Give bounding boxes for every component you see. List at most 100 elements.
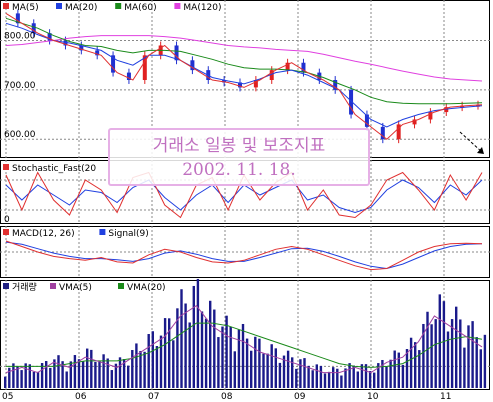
volume-bar (192, 285, 195, 388)
volume-bar (73, 355, 77, 388)
volume-bar (237, 329, 241, 388)
vma20-line (6, 322, 483, 368)
vma5-line (5, 305, 483, 374)
price-legend-label: MA(120) (183, 3, 221, 13)
volume-bar (36, 371, 40, 388)
candle-body (238, 82, 242, 88)
volume-bar (266, 353, 269, 388)
candle-body (95, 50, 100, 56)
volume-bar (377, 363, 380, 388)
price-legend-swatch (3, 3, 9, 9)
volume-bar (20, 370, 23, 388)
macd-legend-label: Signal(9) (108, 229, 148, 239)
volume-bar (483, 334, 487, 388)
volume-bar (397, 352, 400, 388)
volume-bar (270, 344, 273, 388)
volume-bar (106, 358, 109, 388)
volume-bar (176, 308, 179, 388)
volume-bar (352, 365, 355, 388)
volume-bar (28, 364, 31, 388)
volume-bar (65, 371, 68, 388)
volume-bar (455, 306, 458, 388)
volume-bar (418, 350, 421, 388)
volume-bar (262, 353, 265, 388)
volume-bar (295, 368, 298, 388)
price-tick-label: 700.00 (4, 81, 36, 91)
volume-bar (114, 363, 118, 388)
panel-frame-vol (0, 280, 490, 390)
volume-bar (414, 342, 417, 388)
volume-bar (188, 322, 191, 388)
candle-body (15, 13, 20, 24)
candle-body (428, 112, 433, 120)
price-tick-label: 600.00 (4, 130, 36, 140)
volume-bar (209, 300, 212, 388)
price-legend-swatch (56, 3, 62, 9)
volume-bar (86, 348, 89, 388)
volume-bar (118, 357, 122, 388)
volume-legend-swatch (3, 283, 9, 289)
candle-body (174, 45, 179, 61)
candle-body (333, 80, 338, 90)
volume-bar (4, 376, 7, 388)
candle-body (412, 119, 417, 125)
volume-bar (90, 349, 93, 388)
volume-bar (163, 318, 167, 388)
volume-bar (8, 367, 11, 388)
volume-bar (57, 355, 60, 388)
candle-body (142, 55, 147, 80)
macd-legend-label: MACD(12, 26) (12, 229, 75, 239)
volume-bar (221, 326, 224, 388)
volume-bar (393, 350, 396, 388)
volume-bar (168, 318, 171, 388)
volume-bar (225, 315, 228, 388)
volume-bar (151, 331, 154, 388)
volume-bar (299, 359, 302, 388)
ma20-line (5, 22, 483, 128)
volume-bar (159, 335, 163, 388)
volume-bar (381, 359, 384, 388)
volume-bar (307, 365, 310, 388)
volume-bar (315, 364, 318, 388)
volume-legend-label: VMA(5) (59, 283, 92, 293)
month-tick-label: 09 (294, 392, 306, 402)
macd-signal-line (5, 241, 483, 270)
macd-legend-swatch (3, 229, 9, 235)
volume-bar (32, 371, 36, 388)
volume-bar (286, 350, 290, 388)
volume-bar (475, 337, 478, 388)
volume-bar (405, 349, 409, 388)
volume-bar (311, 370, 314, 388)
volume-legend-swatch (118, 283, 124, 289)
month-tick-label: 06 (75, 392, 87, 402)
volume-bar (122, 359, 126, 388)
volume-bar (254, 336, 257, 388)
volume-bar (196, 278, 200, 388)
price-legend-swatch (174, 3, 181, 9)
volume-bar (245, 338, 249, 388)
volume-bar (139, 350, 142, 388)
volume-bar (180, 289, 183, 388)
volume-bar (323, 373, 327, 388)
candle-body (222, 80, 227, 83)
volume-bar (69, 361, 72, 388)
volume-bar (409, 337, 413, 388)
volume-bar (110, 370, 113, 388)
volume-bar (438, 294, 441, 388)
stoch-legend-swatch (3, 164, 9, 170)
volume-bar (479, 349, 482, 388)
volume-bar (467, 325, 470, 388)
volume-bar (442, 301, 446, 388)
volume-bar (213, 309, 216, 388)
candle-body (460, 105, 465, 108)
price-legend-label: MA(20) (65, 3, 97, 13)
volume-bar (250, 350, 253, 388)
candle-body (111, 55, 116, 73)
volume-bar (401, 364, 405, 388)
price-legend-label: MA(5) (12, 3, 39, 13)
volume-bar (348, 363, 351, 388)
volume-bar (49, 367, 52, 388)
volume-bar (204, 318, 208, 388)
volume-bar (459, 319, 462, 388)
